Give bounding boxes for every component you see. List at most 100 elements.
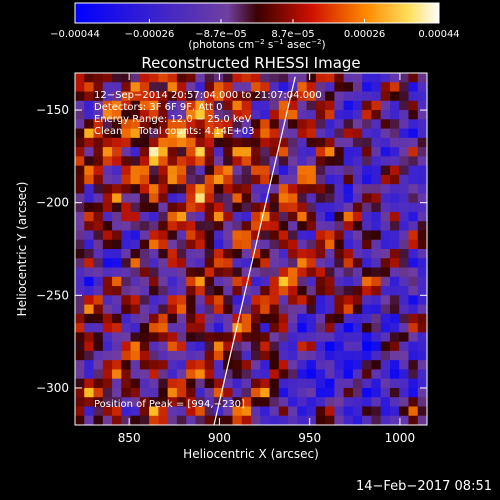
heatmap-cell xyxy=(195,230,206,241)
heatmap-cell xyxy=(325,313,335,324)
heatmap-cell xyxy=(75,128,85,139)
heatmap-cell xyxy=(371,156,382,167)
heatmap-cell xyxy=(399,304,410,315)
heatmap-cell xyxy=(241,387,252,398)
heatmap-cell xyxy=(352,323,363,333)
heatmap-cell xyxy=(204,249,215,259)
heatmap-cell xyxy=(417,286,427,296)
heatmap-cell xyxy=(167,415,178,425)
heatmap-cell xyxy=(380,258,391,269)
heatmap-cell xyxy=(251,276,261,287)
heatmap-cell xyxy=(334,91,345,102)
heatmap-cell xyxy=(241,221,252,232)
heatmap-cell xyxy=(352,165,363,176)
heatmap-cell xyxy=(343,332,354,343)
heatmap-cell xyxy=(288,91,298,102)
heatmap-cell xyxy=(139,249,150,259)
heatmap-cell xyxy=(325,323,335,333)
heatmap-cell xyxy=(241,350,252,361)
heatmap-cell xyxy=(158,239,169,250)
heatmap-cell xyxy=(269,286,280,296)
heatmap-cell xyxy=(288,230,298,241)
heatmap-cell xyxy=(102,230,113,241)
heatmap-cell xyxy=(139,350,150,361)
heatmap-cell xyxy=(139,221,150,232)
heatmap-cell xyxy=(167,360,178,371)
heatmap-cell xyxy=(334,202,345,213)
colorbar-tick-label: 0.00026 xyxy=(344,29,385,40)
heatmap-cell xyxy=(232,193,243,204)
heatmap-cell xyxy=(213,221,224,232)
heatmap-cell xyxy=(204,91,215,102)
heatmap-cell xyxy=(130,378,141,389)
heatmap-cell xyxy=(195,239,206,250)
heatmap-cell xyxy=(288,147,298,157)
heatmap-cell xyxy=(195,397,206,408)
heatmap-cell xyxy=(371,100,382,111)
heatmap-cell xyxy=(269,147,280,157)
heatmap-cell xyxy=(343,73,354,83)
heatmap-cell xyxy=(102,276,113,287)
heatmap-cell xyxy=(399,221,410,232)
heatmap-cell xyxy=(176,165,187,176)
heatmap-cell xyxy=(130,397,141,408)
heatmap-cell xyxy=(371,350,382,361)
heatmap-cell xyxy=(269,184,280,195)
heatmap-cell xyxy=(149,174,159,185)
heatmap-cell xyxy=(195,286,206,296)
heatmap-cell xyxy=(186,406,197,417)
heatmap-cell xyxy=(297,202,308,213)
heatmap-cell xyxy=(186,360,197,371)
heatmap-cell xyxy=(149,110,159,120)
heatmap-cell xyxy=(176,100,187,111)
heatmap-cell xyxy=(176,202,187,213)
heatmap-cell xyxy=(139,387,150,398)
heatmap-cell xyxy=(167,174,178,185)
heatmap-cell xyxy=(75,267,85,278)
heatmap-cell xyxy=(399,415,410,425)
heatmap-cell xyxy=(121,174,132,185)
heatmap-cell xyxy=(315,332,326,343)
heatmap-cell xyxy=(297,239,308,250)
heatmap-cell xyxy=(417,397,427,408)
heatmap-cell xyxy=(352,100,363,111)
heatmap-cell xyxy=(269,230,280,241)
heatmap-cell xyxy=(167,165,178,176)
heatmap-cell xyxy=(269,202,280,213)
heatmap-cell xyxy=(251,100,261,111)
heatmap-cell xyxy=(306,276,317,287)
heatmap-cell xyxy=(288,378,298,389)
heatmap-cell xyxy=(176,119,187,130)
heatmap-cell xyxy=(176,313,187,324)
heatmap-cell xyxy=(139,137,150,148)
heatmap-cell xyxy=(315,286,326,296)
heatmap-cell xyxy=(102,295,113,306)
heatmap-cell xyxy=(334,332,345,343)
heatmap-cell xyxy=(278,267,289,278)
annotations: 12−Sep−2014 20:57:04.000 to 21:07:04.000… xyxy=(94,90,322,410)
heatmap-cell xyxy=(130,369,141,380)
heatmap-cell xyxy=(232,350,243,361)
heatmap-cell xyxy=(149,332,159,343)
heatmap-cell xyxy=(315,165,326,176)
heatmap-cell xyxy=(195,174,206,185)
heatmap-cell xyxy=(408,73,419,83)
heatmap-cell xyxy=(260,415,271,425)
heatmap-cell xyxy=(84,323,95,333)
heatmap-cell xyxy=(158,156,169,167)
heatmap-cell xyxy=(204,193,215,204)
heatmap-cell xyxy=(130,156,141,167)
heatmap-cell xyxy=(102,193,113,204)
heatmap-cell xyxy=(93,193,104,204)
heatmap-cell xyxy=(306,165,317,176)
heatmap-cell xyxy=(102,100,113,111)
heatmap-cell xyxy=(399,91,410,102)
heatmap-cell xyxy=(297,193,308,204)
heatmap-cell xyxy=(176,295,187,306)
heatmap-cell xyxy=(204,378,215,389)
heatmap-cell xyxy=(213,304,224,315)
heatmap-cell xyxy=(399,406,410,417)
heatmap-cell xyxy=(371,128,382,139)
heatmap-cell xyxy=(389,137,400,148)
heatmap-cell xyxy=(334,119,345,130)
